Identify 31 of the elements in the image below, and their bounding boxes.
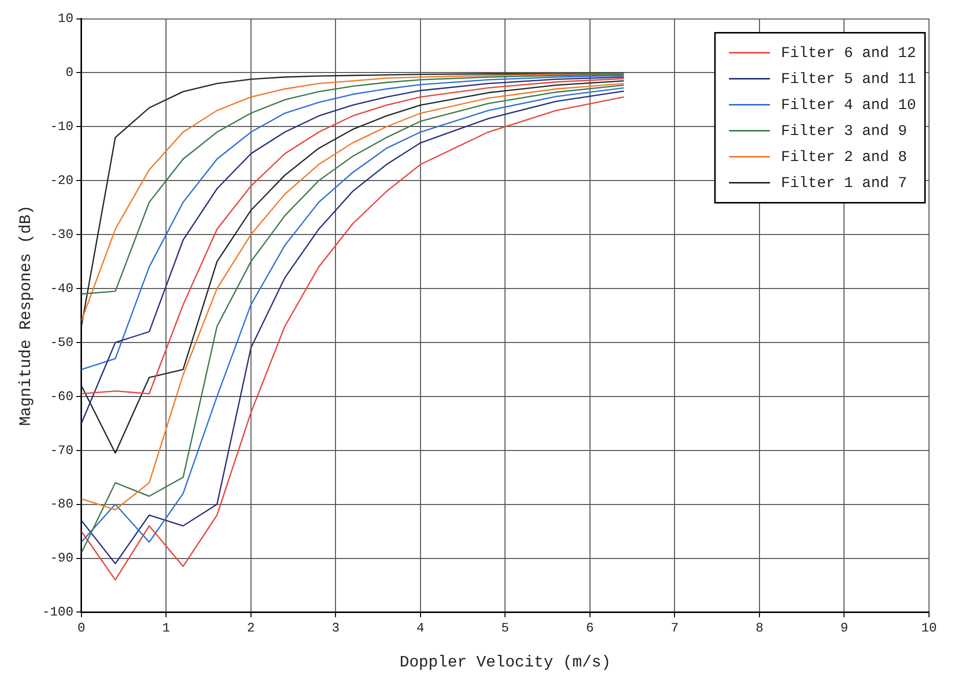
x-tick-label: 5 (501, 620, 510, 636)
legend-label: Filter 2 and 8 (780, 148, 908, 166)
legend-label: Filter 1 and 7 (780, 174, 908, 192)
x-tick-label: 6 (586, 620, 594, 636)
y-tick-label: -80 (50, 496, 74, 512)
x-tick-label: 7 (670, 620, 679, 636)
legend-label: Filter 6 and 12 (780, 44, 916, 62)
y-axis-title: Magnitude Respones (dB) (16, 205, 35, 426)
y-tick-label: -30 (50, 227, 74, 242)
y-tick-label: -60 (50, 388, 74, 404)
y-tick-label: -90 (50, 550, 74, 566)
y-tick-label: 0 (66, 65, 74, 80)
legend-label: Filter 5 and 11 (780, 70, 916, 88)
x-axis-title: Doppler Velocity (m/s) (400, 654, 611, 672)
legend-label: Filter 4 and 10 (780, 96, 916, 114)
y-tick-label: -40 (50, 280, 74, 296)
x-tick-label: 1 (162, 620, 170, 636)
x-tick-label: 10 (921, 620, 937, 636)
y-tick-label: -20 (50, 173, 74, 188)
x-tick-label: 4 (416, 620, 425, 636)
x-tick-label: 0 (78, 620, 86, 636)
x-tick-label: 3 (332, 620, 340, 636)
x-tick-label: 9 (840, 620, 848, 636)
y-tick-label: -100 (42, 604, 74, 620)
legend-label: Filter 3 and 9 (780, 122, 908, 140)
y-tick-label: 10 (58, 11, 74, 26)
x-tick-label: 2 (247, 620, 255, 636)
y-tick-label: -50 (50, 334, 74, 350)
x-tick-label: 8 (756, 620, 764, 636)
y-tick-label: -70 (50, 442, 74, 458)
y-tick-label: -10 (50, 119, 74, 134)
